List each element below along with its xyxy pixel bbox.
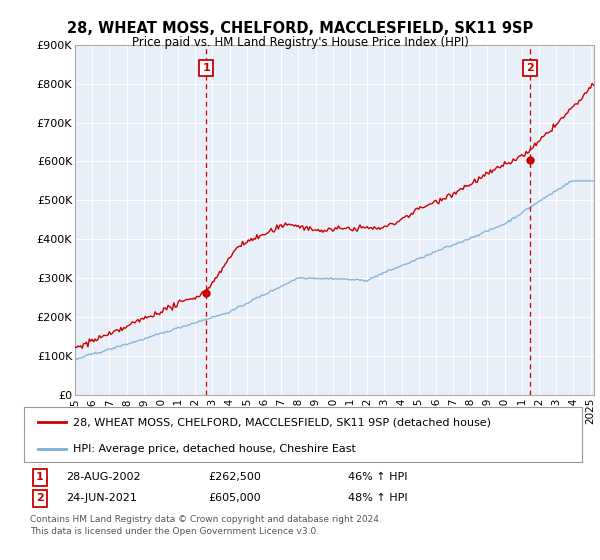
FancyBboxPatch shape: [24, 407, 582, 462]
Text: 48% ↑ HPI: 48% ↑ HPI: [347, 493, 407, 503]
Text: 28-AUG-2002: 28-AUG-2002: [66, 473, 140, 482]
Text: 2: 2: [526, 63, 534, 73]
Text: Price paid vs. HM Land Registry's House Price Index (HPI): Price paid vs. HM Land Registry's House …: [131, 36, 469, 49]
Text: 46% ↑ HPI: 46% ↑ HPI: [347, 473, 407, 482]
Text: 2: 2: [36, 493, 43, 503]
Text: Contains HM Land Registry data © Crown copyright and database right 2024.: Contains HM Land Registry data © Crown c…: [29, 515, 382, 524]
Text: 28, WHEAT MOSS, CHELFORD, MACCLESFIELD, SK11 9SP (detached house): 28, WHEAT MOSS, CHELFORD, MACCLESFIELD, …: [73, 418, 491, 427]
Text: £262,500: £262,500: [208, 473, 261, 482]
Text: This data is licensed under the Open Government Licence v3.0.: This data is licensed under the Open Gov…: [29, 527, 319, 536]
Text: 28, WHEAT MOSS, CHELFORD, MACCLESFIELD, SK11 9SP: 28, WHEAT MOSS, CHELFORD, MACCLESFIELD, …: [67, 21, 533, 36]
Text: 1: 1: [203, 63, 211, 73]
Text: £605,000: £605,000: [208, 493, 261, 503]
Text: HPI: Average price, detached house, Cheshire East: HPI: Average price, detached house, Ches…: [73, 444, 356, 454]
Text: 1: 1: [36, 473, 43, 482]
Text: 24-JUN-2021: 24-JUN-2021: [66, 493, 137, 503]
